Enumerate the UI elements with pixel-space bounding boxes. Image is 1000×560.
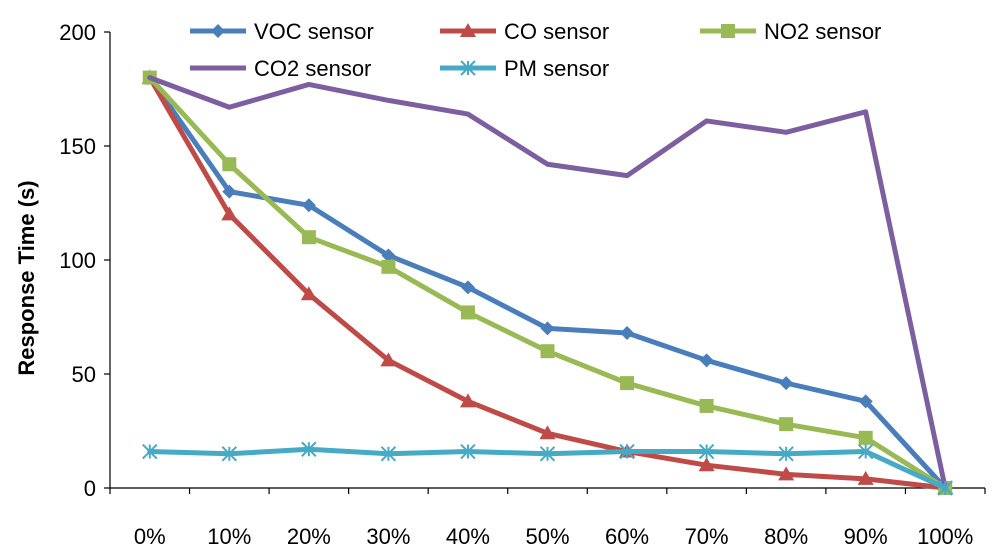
y-tick-label: 100 (59, 248, 96, 273)
data-point-co-sensor (857, 470, 874, 485)
data-point-pm-sensor (698, 443, 715, 460)
data-point-voc-sensor (699, 353, 714, 368)
data-point-co-sensor (539, 425, 556, 440)
x-tick-label: 20% (287, 524, 331, 549)
y-axis-ticks: 0 50 100 150 200 (59, 20, 110, 501)
legend-label: VOC sensor (254, 19, 374, 44)
legend-item-no2-sensor: NO2 sensor (700, 19, 881, 44)
data-point-voc-sensor (381, 248, 396, 263)
data-point-pm-sensor (857, 443, 874, 460)
data-point-no2-sensor (779, 417, 794, 432)
y-tick-label: 200 (59, 20, 96, 45)
data-point-no2-sensor (699, 398, 714, 413)
data-point-pm-sensor (778, 446, 794, 462)
series-pm-sensor (142, 441, 953, 496)
data-point-voc-sensor (779, 376, 794, 391)
data-point-co-sensor (698, 457, 715, 472)
legend-marker (721, 24, 735, 38)
legend-label: CO2 sensor (254, 56, 371, 81)
data-point-voc-sensor (301, 198, 316, 213)
data-point-no2-sensor (540, 344, 555, 359)
x-tick-label: 60% (605, 524, 649, 549)
legend: VOC sensor CO sensor NO2 sensor CO2 sensor P… (190, 19, 881, 81)
x-tick-label: 70% (685, 524, 729, 549)
data-point-pm-sensor (142, 443, 158, 460)
y-tick-label: 150 (59, 134, 96, 159)
x-tick-label: 40% (446, 524, 490, 549)
data-point-no2-sensor (222, 157, 237, 172)
legend-item-co2-sensor: CO2 sensor (190, 56, 371, 81)
legend-label: NO2 sensor (764, 19, 881, 44)
legend-marker (211, 24, 225, 38)
x-tick-label: 0% (134, 524, 166, 549)
series-co2-sensor (147, 75, 948, 491)
x-tick-label: 100% (917, 524, 973, 549)
data-point-pm-sensor (221, 446, 238, 462)
y-tick-label: 50 (72, 362, 96, 387)
data-point-pm-sensor (380, 446, 397, 462)
axes (109, 32, 985, 489)
x-tick-label: 90% (844, 524, 888, 549)
data-point-no2-sensor (858, 430, 873, 445)
data-point-no2-sensor (620, 376, 635, 391)
data-point-co-sensor (459, 393, 476, 408)
series-group (141, 69, 954, 496)
data-point-co-sensor (221, 206, 238, 221)
data-point-co-sensor (300, 286, 317, 301)
legend-label: PM sensor (504, 56, 609, 81)
data-point-voc-sensor (620, 325, 635, 340)
series-line-co2-sensor (147, 75, 948, 491)
data-point-pm-sensor (937, 480, 953, 496)
data-point-voc-sensor (858, 394, 873, 409)
x-tick-label: 30% (366, 524, 410, 549)
data-point-pm-sensor (460, 443, 476, 460)
legend-marker (460, 60, 476, 76)
legend-label: CO sensor (504, 19, 609, 44)
legend-item-voc-sensor: VOC sensor (190, 19, 374, 44)
data-point-voc-sensor (540, 321, 555, 336)
y-tick-label: 0 (84, 476, 96, 501)
data-point-voc-sensor (460, 280, 475, 295)
data-point-no2-sensor (381, 259, 396, 274)
legend-item-co-sensor: CO sensor (440, 19, 609, 44)
data-point-no2-sensor (460, 305, 475, 320)
legend-item-pm-sensor: PM sensor (440, 56, 609, 81)
data-point-pm-sensor (539, 446, 556, 462)
data-point-voc-sensor (222, 184, 237, 199)
y-axis-title: Response Time (s) (14, 180, 39, 375)
data-point-pm-sensor (619, 443, 635, 460)
data-point-no2-sensor (301, 230, 316, 245)
x-tick-label: 50% (525, 524, 569, 549)
x-axis-ticks: 0% 10% 20% 30% 40% 50% 60% 70% 80% 90% 100% (109, 488, 986, 549)
data-point-pm-sensor (301, 441, 317, 457)
x-tick-label: 80% (764, 524, 808, 549)
legend-marker (460, 23, 476, 37)
x-tick-label: 10% (207, 524, 251, 549)
data-point-co-sensor (778, 466, 795, 481)
data-point-co-sensor (380, 352, 397, 367)
